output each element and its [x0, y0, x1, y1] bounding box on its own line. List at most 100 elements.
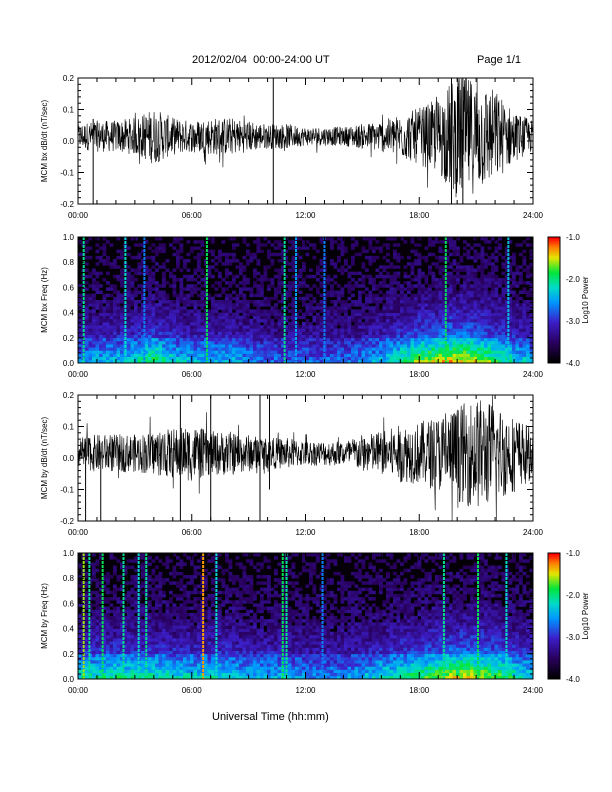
- heatmap-cell: [456, 246, 460, 250]
- heatmap-cell: [141, 340, 145, 345]
- heatmap-cell: [466, 290, 471, 294]
- heatmap-cell: [116, 559, 121, 563]
- heatmap-cell: [424, 293, 429, 298]
- heatmap-cell: [445, 281, 450, 285]
- heatmap-cell: [466, 281, 471, 285]
- heatmap-cell: [197, 268, 201, 272]
- heatmap-cell: [113, 638, 117, 642]
- colorbar-segment: [548, 237, 560, 240]
- heatmap-cell: [88, 322, 93, 326]
- heatmap-cell: [470, 318, 474, 323]
- heatmap-cell: [508, 284, 513, 288]
- heatmap-cell: [501, 262, 506, 266]
- heatmap-cell: [113, 328, 117, 332]
- heatmap-cell: [85, 255, 89, 260]
- heatmap-cell: [456, 344, 460, 348]
- heatmap-cell: [81, 334, 86, 339]
- heatmap-cell: [438, 271, 443, 276]
- heatmap-cell: [281, 322, 285, 326]
- heatmap-cell: [120, 672, 124, 677]
- heatmap-cell: [116, 575, 121, 579]
- heatmap-cell: [358, 347, 362, 351]
- heatmap-cell: [386, 331, 390, 335]
- heatmap-cell: [120, 650, 124, 655]
- heatmap-cell: [235, 293, 240, 298]
- heatmap-cell: [393, 344, 397, 348]
- heatmap-cell: [85, 296, 89, 301]
- heatmap-cell: [85, 616, 89, 620]
- heatmap-cell: [400, 331, 404, 335]
- heatmap-cell: [172, 328, 177, 332]
- heatmap-cell: [403, 350, 408, 354]
- colorbar-segment: [548, 304, 560, 307]
- heatmap-cell: [155, 306, 159, 310]
- x-tick-label: 06:00: [182, 528, 203, 537]
- heatmap-cell: [85, 356, 89, 361]
- heatmap-cell: [522, 344, 527, 348]
- heatmap-cell: [92, 609, 96, 614]
- heatmap-cell: [127, 628, 131, 633]
- heatmap-cell: [270, 309, 275, 313]
- heatmap-cell: [463, 344, 467, 348]
- heatmap-cell: [165, 296, 170, 301]
- heatmap-cell: [424, 296, 429, 301]
- heatmap-cell: [176, 303, 180, 307]
- heatmap-cell: [431, 309, 436, 313]
- heatmap-cell: [445, 340, 450, 345]
- heatmap-cell: [144, 271, 149, 276]
- heatmap-cell: [228, 300, 233, 304]
- heatmap-cell: [484, 252, 488, 257]
- heatmap-cell: [130, 331, 135, 335]
- heatmap-cell: [144, 265, 149, 269]
- heatmap-cell: [151, 628, 156, 633]
- heatmap-cell: [85, 603, 89, 607]
- heatmap-cell: [78, 284, 82, 288]
- heatmap-cell: [106, 616, 110, 620]
- heatmap-cell: [491, 312, 495, 317]
- heatmap-cell: [428, 337, 432, 342]
- heatmap-cell: [386, 237, 390, 241]
- heatmap-cell: [127, 309, 131, 313]
- heatmap-cell: [393, 243, 397, 247]
- heatmap-cell: [466, 306, 471, 310]
- heatmap-cell: [151, 274, 156, 279]
- heatmap-cell: [309, 344, 313, 348]
- heatmap-cell: [218, 347, 222, 351]
- heatmap-cell: [207, 337, 212, 342]
- heatmap-cell: [351, 359, 355, 364]
- heatmap-cell: [186, 334, 191, 339]
- heatmap-cell: [358, 340, 362, 345]
- heatmap-cell: [151, 265, 156, 269]
- heatmap-cell: [88, 660, 93, 664]
- heatmap-cell: [113, 628, 117, 633]
- heatmap-cell: [144, 347, 149, 351]
- heatmap-cell: [116, 650, 121, 655]
- heatmap-cell: [456, 318, 460, 323]
- heatmap-cell: [428, 350, 432, 354]
- heatmap-cell: [95, 619, 100, 623]
- heatmap-cell: [414, 300, 418, 304]
- heatmap-cell: [435, 334, 439, 339]
- heatmap-cell: [442, 277, 446, 282]
- heatmap-cell: [88, 653, 93, 658]
- heatmap-cell: [449, 322, 453, 326]
- heatmap-cell: [218, 353, 222, 357]
- heatmap-cell: [365, 331, 369, 335]
- heatmap-cell: [214, 293, 219, 298]
- colorbar-segment: [548, 291, 560, 295]
- heatmap-cell: [368, 240, 373, 244]
- heatmap-cell: [99, 350, 103, 354]
- heatmap-cell: [127, 334, 131, 339]
- heatmap-cell: [508, 240, 513, 244]
- heatmap-cell: [99, 553, 103, 557]
- heatmap-cell: [102, 328, 107, 332]
- heatmap-cell: [197, 293, 201, 298]
- heatmap-cell: [134, 575, 138, 579]
- heatmap-cell: [456, 347, 460, 351]
- heatmap-cell: [113, 318, 117, 323]
- heatmap-cell: [158, 243, 163, 247]
- heatmap-cell: [197, 315, 201, 320]
- heatmap-cell: [305, 274, 310, 279]
- heatmap-cell: [256, 315, 261, 320]
- heatmap-cell: [480, 255, 485, 260]
